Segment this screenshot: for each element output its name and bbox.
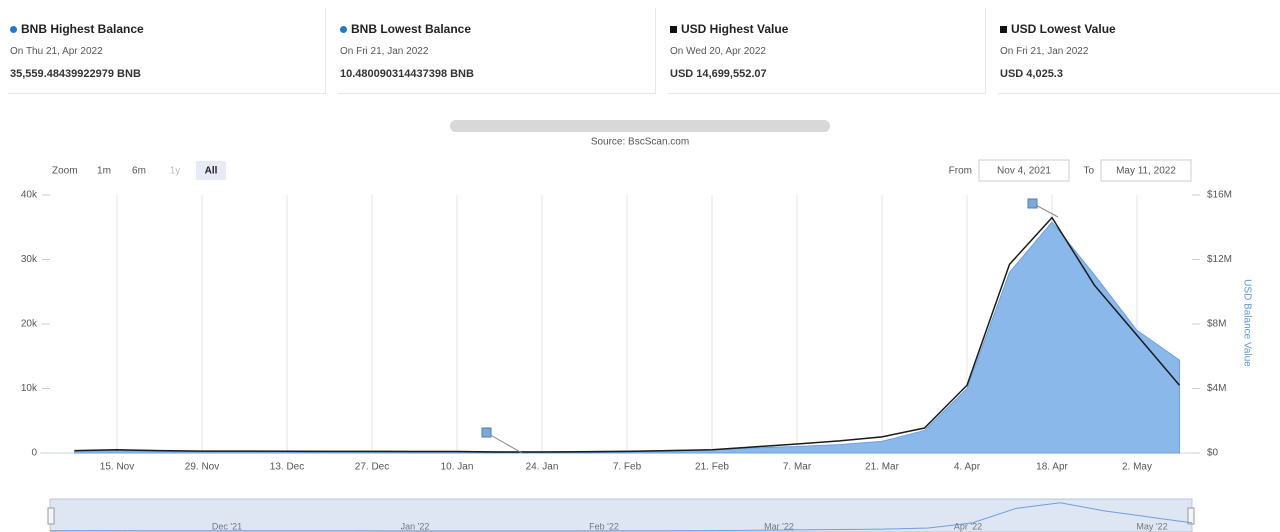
card-value: USD 4,025.3 <box>1000 68 1063 80</box>
card-date: On Fri 21, Jan 2022 <box>1000 46 1089 57</box>
navigator-label: Feb '22 <box>589 521 619 531</box>
flag <box>481 427 492 438</box>
range-from-input[interactable] <box>978 159 1070 182</box>
x-tick-label: 7. Feb <box>613 462 642 473</box>
x-tick-label: 27. Dec <box>355 462 389 473</box>
x-tick-label: 21. Mar <box>865 462 900 473</box>
x-tick-label: 13. Dec <box>270 462 304 473</box>
x-tick-label: 15. Nov <box>100 462 134 473</box>
y2-tick-label: $12M <box>1207 254 1232 265</box>
y-tick-label: 30k <box>21 254 38 265</box>
line <box>74 216 1181 453</box>
x-tick-label: 4. Apr <box>954 462 981 473</box>
flag-stem <box>486 432 523 454</box>
navigator-label: Jan '22 <box>401 521 430 531</box>
x-tick-label: 24. Jan <box>526 462 559 473</box>
navigator-label: Mar '22 <box>764 521 794 531</box>
stat-card: BNB Highest Balance On Thu 21, Apr 2022 … <box>8 8 326 94</box>
card-title: USD Highest Value <box>670 22 788 36</box>
blurred-title <box>450 120 830 132</box>
stat-card: USD Highest Value On Wed 20, Apr 2022 US… <box>668 8 986 94</box>
zoom-label: Zoom <box>52 166 78 177</box>
card-value: USD 14,699,552.07 <box>670 68 767 80</box>
navigator-handle[interactable] <box>1187 507 1195 525</box>
zoom-button[interactable]: All <box>205 166 218 177</box>
card-title-text: USD Highest Value <box>681 22 789 36</box>
y2-tick-label: $8M <box>1207 319 1226 330</box>
stat-card: USD Lowest Value On Fri 21, Jan 2022 USD… <box>998 8 1280 94</box>
zoom-button[interactable]: 1m <box>97 166 111 177</box>
card-value: 10.480090314437398 BNB <box>340 68 474 80</box>
card-title-text: USD Lowest Value <box>1011 22 1116 36</box>
card-title-text: BNB Highest Balance <box>21 22 144 36</box>
card-title: BNB Lowest Balance <box>340 22 471 36</box>
range-to-value: May 11, 2022 <box>1116 166 1176 177</box>
y2-tick-label: $16M <box>1207 190 1232 201</box>
navigator-handle[interactable] <box>47 507 55 525</box>
y2-tick-label: $4M <box>1207 383 1226 394</box>
y-tick-label: 20k <box>21 319 38 330</box>
card-date: On Thu 21, Apr 2022 <box>10 46 103 57</box>
y-tick-label: 0 <box>31 448 37 459</box>
card-date: On Wed 20, Apr 2022 <box>670 46 766 57</box>
zoom-button[interactable]: 6m <box>132 166 146 177</box>
x-tick-label: 21. Feb <box>695 462 729 473</box>
x-tick-label: 29. Nov <box>185 462 219 473</box>
card-title-text: BNB Lowest Balance <box>351 22 472 36</box>
range-from-value: Nov 4, 2021 <box>997 166 1051 177</box>
y2-tick-label: $0 <box>1207 448 1219 459</box>
zoom-selected-bg <box>196 161 226 180</box>
chart-source: Source: BscScan.com <box>591 137 689 148</box>
x-tick-label: 18. Apr <box>1036 462 1068 473</box>
card-date: On Fri 21, Jan 2022 <box>340 46 429 57</box>
navigator-label: Apr '22 <box>954 521 982 531</box>
range-from-label: From <box>949 166 972 177</box>
y-tick-label: 40k <box>21 190 38 201</box>
card-title: BNB Highest Balance <box>10 22 144 36</box>
card-value: 35,559.48439922979 BNB <box>10 68 141 80</box>
x-tick-label: 10. Jan <box>441 462 474 473</box>
flag <box>1027 198 1038 209</box>
y2-axis-title: USD Balance Value <box>1241 279 1252 367</box>
range-to-label: To <box>1083 166 1094 177</box>
x-tick-label: 2. May <box>1122 462 1152 473</box>
navigator-label: Dec '21 <box>212 521 242 531</box>
card-title: USD Lowest Value <box>1000 22 1116 36</box>
x-tick-label: 7. Mar <box>783 462 812 473</box>
range-to-input[interactable] <box>1100 159 1192 182</box>
navigator-line <box>49 502 1193 532</box>
stat-card: BNB Lowest Balance On Fri 21, Jan 2022 1… <box>338 8 656 94</box>
y-tick-label: 10k <box>21 383 38 394</box>
navigator-label: May '22 <box>1136 521 1167 531</box>
zoom-button[interactable]: 1y <box>170 166 181 177</box>
